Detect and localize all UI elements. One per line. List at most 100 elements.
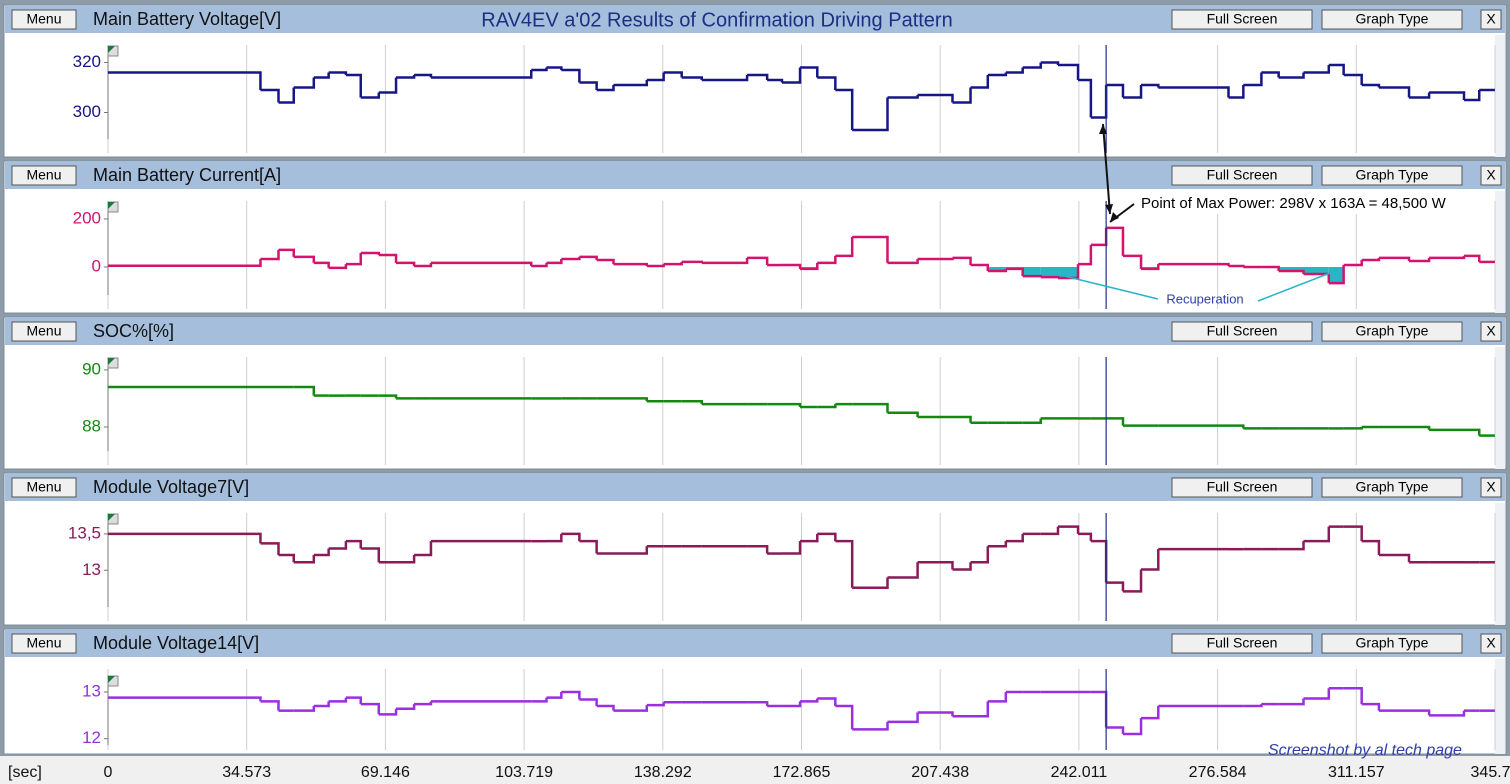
step-segment xyxy=(781,67,802,84)
button-label[interactable]: Menu xyxy=(26,167,61,183)
step-segment xyxy=(378,394,398,399)
step-segment xyxy=(378,708,398,716)
panel-title: Module Voltage14[V] xyxy=(93,633,259,653)
step-segment xyxy=(747,73,769,80)
step-segment xyxy=(987,72,1008,77)
button-label[interactable]: X xyxy=(1486,323,1496,339)
step-segment xyxy=(1122,254,1143,269)
step-segment xyxy=(1122,569,1143,593)
step-segment xyxy=(1278,72,1305,79)
x-tick-label: 345.73 xyxy=(1471,764,1510,781)
button-label[interactable]: Graph Type xyxy=(1356,479,1429,495)
step-segment xyxy=(414,541,433,557)
step-segment xyxy=(1106,581,1125,592)
arrow-head xyxy=(1099,124,1113,214)
step-segment xyxy=(1409,92,1431,99)
button[interactable] xyxy=(11,633,77,654)
x-tick-label: 138.292 xyxy=(634,764,692,781)
axis-marker xyxy=(108,676,115,683)
step-segment xyxy=(1022,62,1042,69)
recuperation-area xyxy=(1022,266,1041,277)
button[interactable] xyxy=(1321,477,1463,498)
step-segment xyxy=(1278,541,1305,551)
step-segment xyxy=(1328,63,1345,75)
step-segment xyxy=(917,257,954,261)
step-segment xyxy=(1005,67,1024,74)
button[interactable] xyxy=(11,9,77,30)
button-label[interactable]: X xyxy=(1486,635,1496,651)
button[interactable] xyxy=(1480,165,1502,186)
step-segment xyxy=(1040,526,1060,536)
button[interactable] xyxy=(1321,321,1463,342)
button[interactable] xyxy=(1480,9,1502,30)
step-segment xyxy=(328,541,348,550)
step-segment xyxy=(1022,418,1042,424)
step-segment xyxy=(970,263,990,272)
y-tick-label: 0 xyxy=(92,256,101,275)
step-segment xyxy=(1005,533,1024,543)
step-segment xyxy=(260,542,280,555)
step-segment xyxy=(1343,73,1363,85)
step-segment xyxy=(1378,86,1411,98)
step-segment xyxy=(293,555,316,564)
step-segment xyxy=(1078,532,1093,542)
step-segment xyxy=(579,698,598,706)
step-segment xyxy=(1278,698,1305,706)
button-label[interactable]: Full Screen xyxy=(1207,479,1278,495)
button-label[interactable]: X xyxy=(1486,479,1496,495)
button[interactable] xyxy=(11,165,77,186)
button[interactable] xyxy=(1480,477,1502,498)
step-segment xyxy=(293,77,316,89)
step-segment xyxy=(681,260,703,264)
step-segment xyxy=(917,561,954,570)
button-label[interactable]: X xyxy=(1486,11,1496,27)
step-segment xyxy=(546,692,563,699)
step-segment xyxy=(781,541,802,555)
button[interactable] xyxy=(1171,9,1313,30)
step-segment xyxy=(260,88,280,103)
button[interactable] xyxy=(1171,477,1313,498)
button[interactable] xyxy=(1321,9,1463,30)
step-segment xyxy=(313,261,330,268)
button-label[interactable]: Full Screen xyxy=(1207,167,1278,183)
button-label[interactable]: Full Screen xyxy=(1207,323,1278,339)
button[interactable] xyxy=(1321,165,1463,186)
button[interactable] xyxy=(1480,321,1502,342)
step-segment xyxy=(360,702,381,715)
step-segment xyxy=(817,532,837,542)
y-tick-label: 90 xyxy=(82,359,101,378)
button-label[interactable]: Graph Type xyxy=(1356,167,1429,183)
y-tick-label: 13 xyxy=(82,560,101,579)
step-segment xyxy=(579,255,598,261)
button[interactable] xyxy=(11,321,77,342)
step-segment xyxy=(1228,85,1245,99)
button-label[interactable]: X xyxy=(1486,167,1496,183)
button[interactable] xyxy=(1171,633,1313,654)
step-segment xyxy=(345,253,362,266)
step-segment xyxy=(1057,525,1080,534)
step-segment xyxy=(561,690,581,700)
button[interactable] xyxy=(1321,633,1463,654)
step-segment xyxy=(1343,525,1363,542)
step-segment xyxy=(613,705,649,712)
step-segment xyxy=(546,259,563,265)
button-label[interactable]: Graph Type xyxy=(1356,323,1429,339)
button-label[interactable]: Menu xyxy=(26,323,61,339)
button[interactable] xyxy=(11,477,77,498)
step-segment xyxy=(579,81,598,90)
x-tick-label: 0 xyxy=(104,764,113,781)
button-label[interactable]: Menu xyxy=(26,11,61,27)
button[interactable] xyxy=(1480,633,1502,654)
step-segment xyxy=(313,548,330,557)
button-label[interactable]: Menu xyxy=(26,479,61,495)
button-label[interactable]: Graph Type xyxy=(1356,635,1429,651)
button-label[interactable]: Full Screen xyxy=(1207,11,1278,27)
button-label[interactable]: Full Screen xyxy=(1207,635,1278,651)
button[interactable] xyxy=(1171,165,1313,186)
button-label[interactable]: Menu xyxy=(26,635,61,651)
button[interactable] xyxy=(1171,321,1313,342)
y-tick-label: 13,5 xyxy=(68,523,101,542)
main-title: RAV4EV a'02 Results of Confirmation Driv… xyxy=(481,9,952,31)
step-segment xyxy=(1078,244,1093,266)
button-label[interactable]: Graph Type xyxy=(1356,11,1429,27)
